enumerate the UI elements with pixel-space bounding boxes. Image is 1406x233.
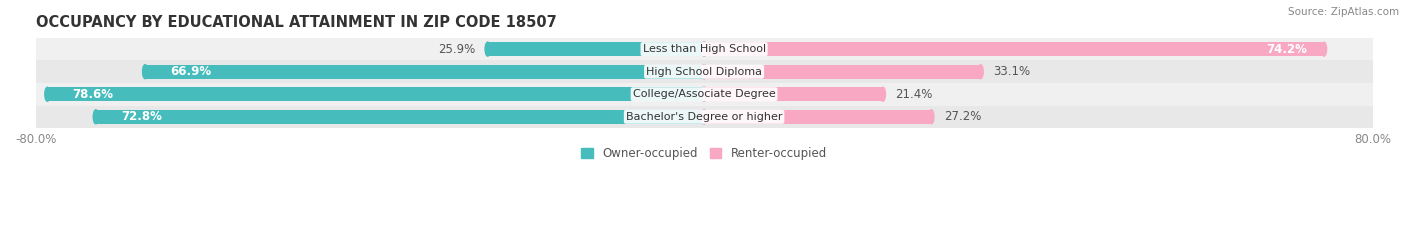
Circle shape — [702, 65, 707, 79]
Text: 27.2%: 27.2% — [943, 110, 981, 123]
Text: OCCUPANCY BY EDUCATIONAL ATTAINMENT IN ZIP CODE 18507: OCCUPANCY BY EDUCATIONAL ATTAINMENT IN Z… — [35, 15, 557, 30]
Circle shape — [142, 65, 148, 79]
Bar — [35, 38, 1372, 60]
Bar — [704, 110, 931, 124]
Circle shape — [702, 87, 707, 101]
Text: Bachelor's Degree or higher: Bachelor's Degree or higher — [626, 112, 782, 122]
Text: Less than High School: Less than High School — [643, 44, 766, 54]
Legend: Owner-occupied, Renter-occupied: Owner-occupied, Renter-occupied — [576, 142, 832, 165]
Bar — [704, 87, 883, 101]
Circle shape — [1322, 42, 1327, 56]
Bar — [48, 87, 704, 101]
Text: 78.6%: 78.6% — [73, 88, 114, 101]
Bar — [35, 106, 1372, 128]
Circle shape — [702, 110, 707, 124]
Bar — [35, 83, 1372, 106]
Bar — [488, 42, 704, 56]
Circle shape — [702, 87, 707, 101]
Text: College/Associate Degree: College/Associate Degree — [633, 89, 776, 99]
Text: High School Diploma: High School Diploma — [647, 67, 762, 77]
Bar — [35, 60, 1372, 83]
Circle shape — [485, 42, 491, 56]
Text: Source: ZipAtlas.com: Source: ZipAtlas.com — [1288, 7, 1399, 17]
Circle shape — [45, 87, 51, 101]
Bar — [145, 65, 704, 79]
Circle shape — [93, 110, 98, 124]
Text: 66.9%: 66.9% — [170, 65, 211, 78]
Circle shape — [929, 110, 934, 124]
Text: 72.8%: 72.8% — [121, 110, 162, 123]
Bar — [96, 110, 704, 124]
Circle shape — [979, 65, 983, 79]
Text: 25.9%: 25.9% — [437, 43, 475, 56]
Text: 33.1%: 33.1% — [993, 65, 1031, 78]
Circle shape — [880, 87, 886, 101]
Circle shape — [702, 65, 707, 79]
Circle shape — [702, 110, 707, 124]
Circle shape — [702, 42, 707, 56]
Bar — [704, 42, 1324, 56]
Bar — [704, 65, 980, 79]
Text: 74.2%: 74.2% — [1267, 43, 1308, 56]
Circle shape — [702, 42, 707, 56]
Text: 21.4%: 21.4% — [896, 88, 932, 101]
